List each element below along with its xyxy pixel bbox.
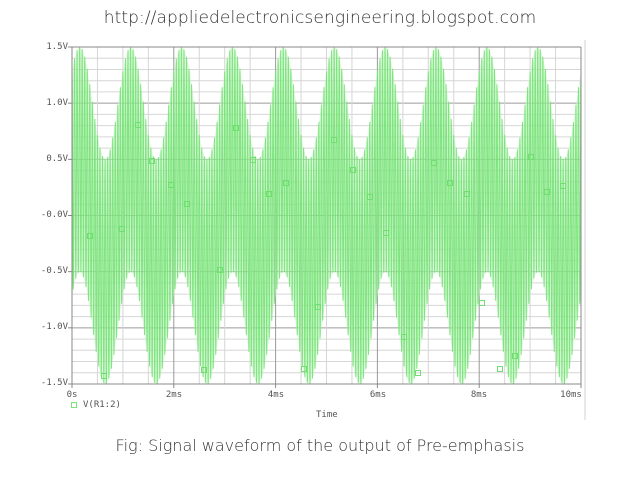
x-tick-label: 6ms [369, 390, 387, 400]
x-axis-title: Time [316, 410, 338, 420]
figure-caption: Fig: Signal waveform of the output of Pr… [115, 436, 525, 455]
x-tick-label: 4ms [267, 390, 285, 400]
y-tick-label: -0.0V [40, 210, 68, 220]
x-tick-label: 2ms [165, 390, 183, 400]
y-tick-label: -1.0V [40, 322, 68, 332]
source-url: http://appliedelectronicsengineering.blo… [103, 8, 537, 28]
waveform-chart: 1.5V 1.0V 0.5V -0.0V -0.5V -1.0V -1.5V 0… [40, 40, 586, 420]
y-tick-label: -1.5V [40, 378, 68, 388]
y-tick-label: -0.5V [40, 266, 68, 276]
x-tick-label: 0s [66, 390, 78, 400]
y-tick-label: 0.5V [46, 154, 68, 164]
legend-label: V(R1:2) [83, 400, 121, 410]
y-tick-label: 1.0V [46, 98, 68, 108]
legend: V(R1:2) [71, 400, 121, 410]
y-tick-label: 1.5V [46, 42, 68, 52]
x-tick-label: 8ms [470, 390, 488, 400]
legend-marker-icon [71, 402, 77, 408]
plot-canvas [68, 40, 586, 420]
x-tick-label: 10ms [560, 390, 582, 400]
